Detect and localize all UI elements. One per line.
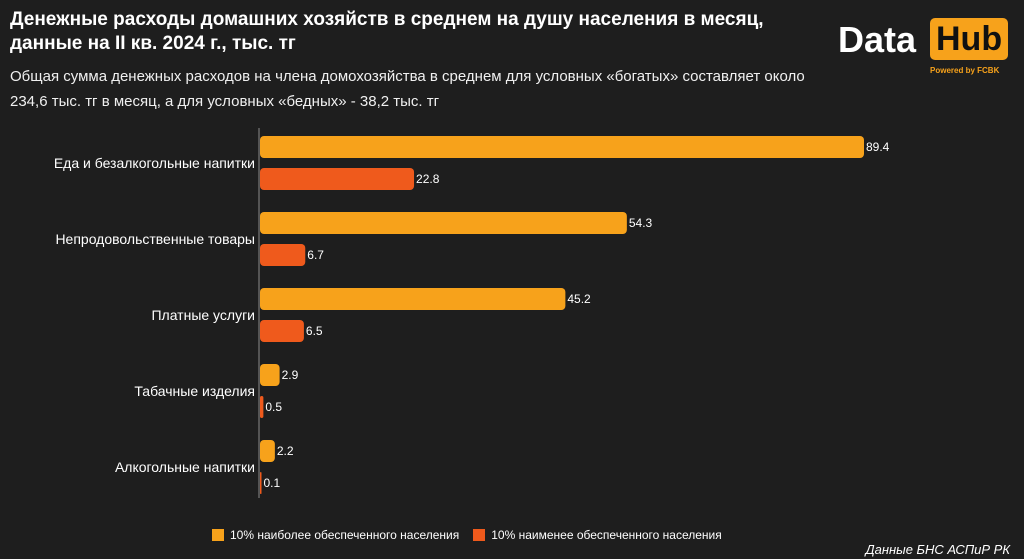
- data-label: 89.4: [866, 140, 890, 154]
- data-label: 54.3: [629, 216, 653, 230]
- chart-title: Денежные расходы домашних хозяйств в сре…: [10, 9, 764, 54]
- bar-rich: [260, 364, 280, 386]
- legend: 10% наиболее обеспеченного населения 10%…: [212, 528, 736, 542]
- source-note: Данные БНС АСПиР РК: [865, 542, 1010, 557]
- category-label: Платные услуги: [151, 307, 255, 323]
- logo-hub-text: Hub: [930, 18, 1009, 60]
- bar-rich: [260, 288, 566, 310]
- datahub-logo: Data Hub Powered by FCBK: [838, 14, 1018, 80]
- bar-poor: [260, 320, 304, 342]
- chart-subtitle: Общая сумма денежных расходов на члена д…: [10, 68, 805, 110]
- bar-rich: [260, 212, 627, 234]
- legend-label-poor: 10% наименее обеспеченного населения: [491, 528, 722, 542]
- logo-data-text: Data: [838, 19, 917, 60]
- legend-item-rich: 10% наиболее обеспеченного населения: [212, 528, 459, 542]
- bar-poor: [260, 396, 264, 418]
- bar-poor: [260, 244, 306, 266]
- data-label: 0.5: [265, 400, 282, 414]
- category-label: Табачные изделия: [134, 383, 255, 399]
- data-label: 2.9: [282, 368, 299, 382]
- legend-swatch-rich: [212, 529, 224, 541]
- bar-rich: [260, 136, 864, 158]
- data-label: 2.2: [277, 444, 294, 458]
- data-label: 6.5: [306, 324, 323, 338]
- logo-powered-text: Powered by FCBK: [930, 66, 1000, 75]
- bar-rich: [260, 440, 275, 462]
- data-label: 6.7: [307, 248, 324, 262]
- data-label: 45.2: [567, 292, 591, 306]
- data-label: 22.8: [416, 172, 440, 186]
- category-label: Непродовольственные товары: [55, 231, 255, 247]
- category-label: Еда и безалкогольные напитки: [54, 155, 255, 171]
- category-label: Алкогольные напитки: [115, 459, 255, 475]
- legend-label-rich: 10% наиболее обеспеченного населения: [230, 528, 460, 542]
- bar-poor: [260, 472, 262, 494]
- legend-swatch-poor: [473, 529, 486, 541]
- data-label: 0.1: [264, 476, 281, 490]
- bar-poor: [260, 168, 415, 190]
- legend-item-poor: 10% наименее обеспеченного населения: [473, 528, 722, 542]
